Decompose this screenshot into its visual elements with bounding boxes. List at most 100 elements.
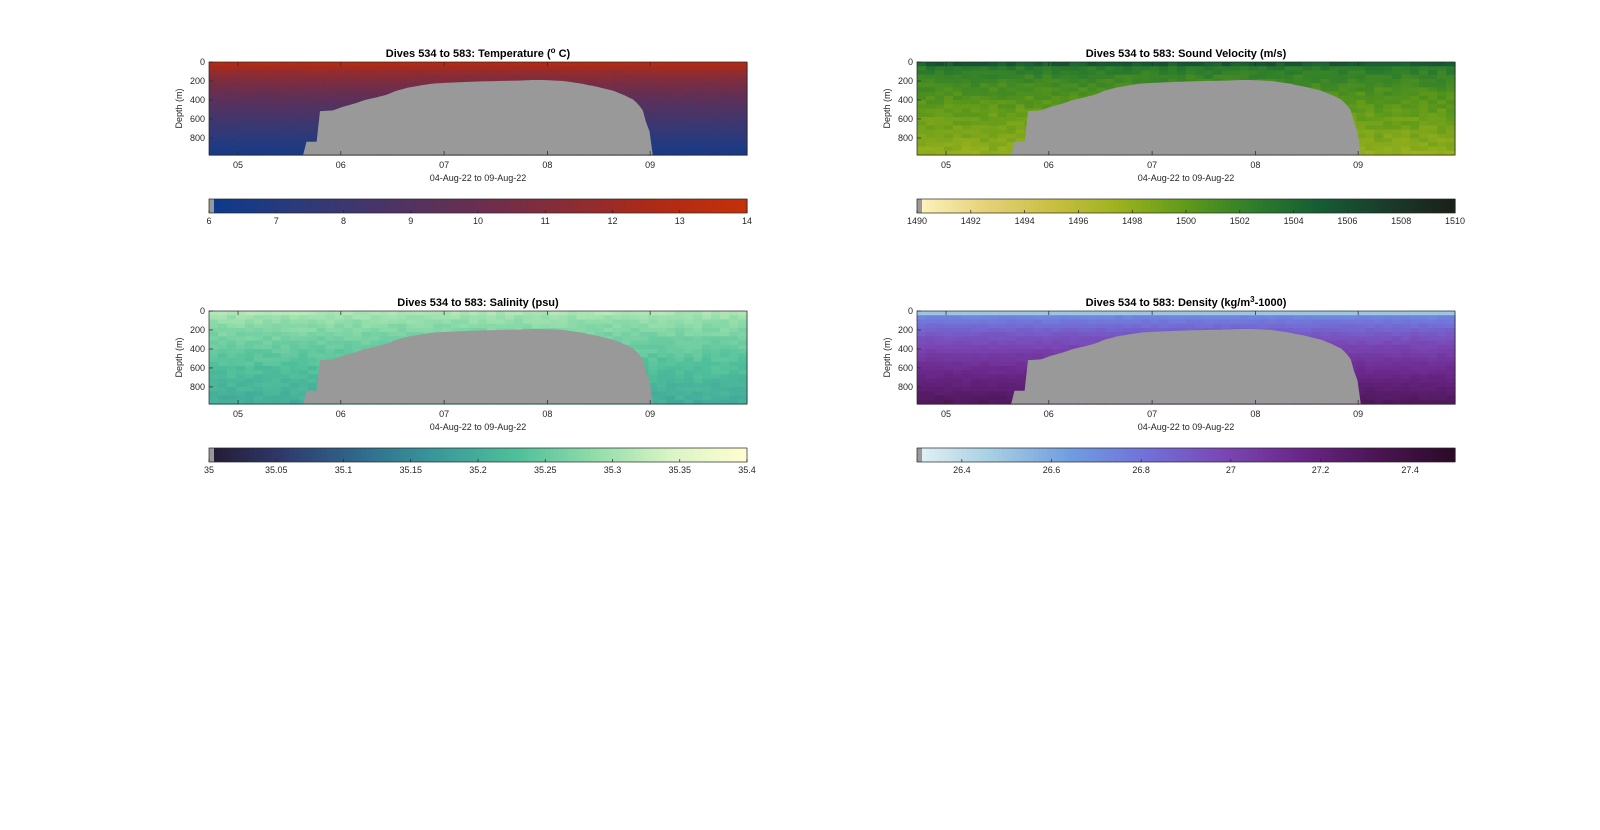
heatmap-cell [639, 319, 649, 325]
heatmap-cell [925, 365, 936, 371]
heatmap-cell [988, 349, 999, 354]
heatmap-cell [720, 66, 730, 72]
heatmap-cell [451, 311, 461, 316]
heatmap-cell [952, 104, 963, 110]
heatmap-cell [379, 66, 389, 72]
heatmap-cell [209, 87, 219, 93]
heatmap-cell [648, 395, 658, 401]
heatmap-cell [280, 365, 291, 371]
heatmap-cell [217, 138, 228, 143]
heatmap-cell [307, 357, 318, 363]
heatmap-cell [1177, 70, 1187, 76]
heatmap-cell [988, 374, 999, 380]
heatmap-cell [1365, 62, 1375, 67]
colorbar-segment [424, 199, 430, 213]
heatmap-cell [666, 340, 676, 346]
heatmap-cell [271, 311, 282, 316]
heatmap-cell [1383, 66, 1393, 72]
colorbar-segment [599, 448, 605, 462]
heatmap-cell [1203, 70, 1214, 76]
heatmap-cell [693, 125, 703, 131]
heatmap-cell [675, 391, 685, 397]
heatmap-cell [711, 66, 721, 72]
heatmap-cell [1401, 150, 1411, 156]
colorbar-segment [1316, 199, 1322, 213]
heatmap-cell [675, 108, 685, 114]
colorbar-segment [1432, 199, 1438, 213]
heatmap-cell [1383, 95, 1393, 101]
y-tick-label: 600 [898, 114, 913, 124]
heatmap-cell [979, 121, 990, 127]
heatmap-cell [1024, 70, 1035, 76]
colorbar-segment [244, 448, 250, 462]
heatmap-cell [513, 319, 524, 325]
heatmap-cell [1087, 327, 1097, 333]
heatmap-cell [1069, 315, 1079, 321]
colorbar-tick-label: 1494 [1015, 216, 1035, 226]
heatmap-cell [217, 108, 228, 114]
heatmap-cell [1132, 62, 1142, 67]
heatmap-cell [961, 315, 972, 321]
heatmap-cell [495, 74, 506, 80]
heatmap-cell [235, 121, 246, 127]
heatmap-cell [1159, 62, 1169, 67]
heatmap-cell [702, 327, 712, 333]
heatmap-cell [235, 382, 246, 388]
heatmap-cell [675, 357, 685, 363]
heatmap-cell [1428, 108, 1438, 114]
heatmap-cell [738, 319, 748, 325]
heatmap-cell [1266, 74, 1277, 80]
heatmap-cell [997, 138, 1008, 143]
heatmap-cell [352, 319, 363, 325]
heatmap-cell [352, 95, 363, 101]
heatmap-cell [271, 332, 282, 337]
heatmap-cell [970, 78, 981, 84]
colorbar-segment [1365, 199, 1371, 213]
heatmap-cell [1015, 125, 1026, 131]
heatmap-cell [271, 83, 282, 88]
heatmap-cell [1365, 133, 1375, 139]
heatmap-cell [979, 104, 990, 110]
heatmap-cell [666, 399, 676, 405]
heatmap-cell [693, 146, 703, 152]
colorbar-segment [1351, 199, 1357, 213]
heatmap-cell [917, 344, 927, 350]
heatmap-cell [397, 62, 407, 67]
heatmap-cell [997, 332, 1008, 337]
heatmap-cell [934, 83, 945, 88]
heatmap-cell [1392, 91, 1402, 97]
heatmap-cell [307, 327, 318, 333]
heatmap-cell [675, 340, 685, 346]
heatmap-cell [970, 108, 981, 114]
heatmap-cell [226, 150, 237, 156]
heatmap-cell [567, 319, 578, 325]
heatmap-cell [289, 62, 300, 67]
colorbar-segment [1369, 199, 1375, 213]
heatmap-cell [1374, 146, 1384, 152]
colorbar-segment [262, 448, 268, 462]
heatmap-cell [1123, 78, 1133, 84]
heatmap-cell [1123, 315, 1133, 321]
colorbar-tick-label: 14 [742, 216, 752, 226]
colorbar-segment [930, 199, 936, 213]
heatmap-cell [1419, 125, 1429, 131]
heatmap-cell [702, 150, 712, 156]
heatmap-cell [639, 327, 649, 333]
heatmap-cell [1105, 315, 1115, 321]
heatmap-cell [720, 74, 730, 80]
heatmap-cell [262, 108, 273, 114]
heatmap-cell [997, 66, 1008, 72]
heatmap-cell [1087, 66, 1097, 72]
heatmap-cell [1096, 319, 1106, 325]
colorbar-segment [1437, 199, 1443, 213]
heatmap-cell [209, 387, 219, 392]
heatmap-cell [1060, 315, 1071, 321]
colorbar-segment [939, 199, 945, 213]
heatmap-cell [952, 344, 963, 350]
heatmap-cell [693, 83, 703, 88]
heatmap-cell [1302, 83, 1313, 88]
colorbar-mask-swatch [209, 199, 214, 213]
heatmap-cell [576, 66, 587, 72]
colorbar-segment [1311, 199, 1317, 213]
heatmap-cell [1383, 83, 1393, 88]
